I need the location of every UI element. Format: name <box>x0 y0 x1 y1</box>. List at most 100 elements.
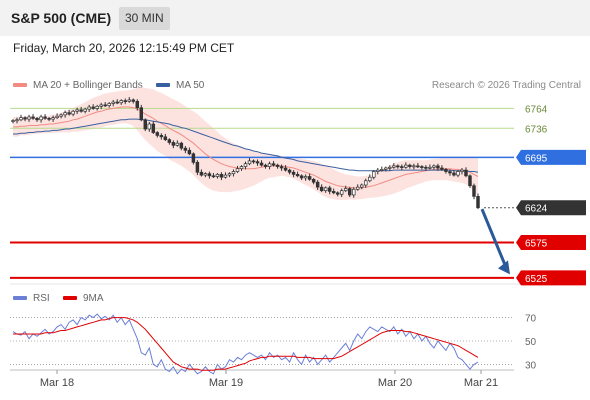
candle <box>19 114 23 122</box>
candle-body <box>103 104 107 107</box>
candle-body <box>287 169 292 173</box>
candle-body <box>227 173 232 176</box>
rsi-tick-50: 50 <box>525 337 537 348</box>
candle <box>331 188 336 195</box>
legend-ma50: MA 50 <box>156 80 204 91</box>
candle-body <box>331 191 336 194</box>
candle <box>75 107 79 115</box>
level-label-6736: 6736 <box>525 124 548 135</box>
candle <box>351 187 356 198</box>
x-tick-label: Mar 19 <box>209 377 243 389</box>
candle <box>372 170 376 180</box>
candle-body <box>11 120 15 122</box>
candle-body <box>147 123 152 130</box>
candle-body <box>343 188 348 192</box>
rsi-label: RSI <box>33 293 50 304</box>
candle-body <box>215 174 220 177</box>
candle <box>472 183 476 200</box>
candle-body <box>291 171 296 175</box>
candle-body <box>259 162 264 166</box>
candle <box>271 160 276 167</box>
rsi-swatch <box>13 296 27 301</box>
candle <box>123 98 127 105</box>
candle <box>135 99 140 111</box>
candle <box>412 163 416 170</box>
candle-body <box>408 164 412 167</box>
price-tag-box <box>516 149 586 165</box>
candle-body <box>199 171 204 176</box>
forecast-arrow-layer <box>480 208 510 275</box>
candle-body <box>476 196 480 209</box>
candle <box>43 114 47 120</box>
rsi-layer: 70 50 30 <box>10 313 537 375</box>
candle-body <box>239 166 244 170</box>
ma9-label: 9MA <box>83 293 104 304</box>
candle-body <box>79 109 83 112</box>
candle-body <box>271 163 276 166</box>
candle <box>183 146 188 154</box>
candle <box>295 171 300 178</box>
candle <box>203 172 208 178</box>
candle-body <box>247 160 252 165</box>
candle-body <box>279 166 284 169</box>
candle <box>187 147 192 156</box>
candle <box>259 160 264 167</box>
candle <box>179 141 184 151</box>
candle-body <box>135 100 140 109</box>
candle-body <box>267 163 272 167</box>
candle-body <box>303 176 308 179</box>
candle-body <box>436 165 440 169</box>
candle <box>255 159 260 166</box>
candle-body <box>283 167 288 171</box>
candle <box>243 161 248 170</box>
candle <box>384 166 388 172</box>
candle <box>251 159 256 164</box>
candle-body <box>360 184 364 188</box>
price-tag-text: 6525 <box>525 274 548 285</box>
timeframe-button[interactable]: 30 MIN <box>119 7 170 30</box>
candle-body <box>448 171 452 174</box>
candle-body <box>384 167 388 170</box>
candle-body <box>223 174 228 178</box>
candle-body <box>191 153 196 163</box>
candle-body <box>364 180 368 186</box>
candle <box>115 99 119 105</box>
price-tag-box <box>516 270 586 286</box>
level-label-6764: 6764 <box>525 104 548 115</box>
candle <box>311 177 316 185</box>
candle <box>159 133 164 140</box>
candle-body <box>275 164 280 167</box>
candle-body <box>35 118 39 121</box>
candle-body <box>207 173 212 177</box>
candle-body <box>416 165 420 168</box>
candle-body <box>163 136 168 140</box>
candle <box>23 116 27 122</box>
candle-body <box>23 117 27 120</box>
bollinger-band-layer <box>13 87 478 200</box>
candle-body <box>464 169 468 177</box>
candle <box>360 183 364 190</box>
candle-body <box>167 139 172 143</box>
candle <box>468 174 472 188</box>
header-bar: S&P 500 (CME) 30 MIN <box>0 0 590 36</box>
candle <box>347 187 352 198</box>
bollinger-band <box>13 87 478 200</box>
candle <box>323 186 328 193</box>
candle-body <box>155 132 160 136</box>
candle-body <box>175 142 180 146</box>
candle <box>39 114 43 123</box>
candle <box>456 170 460 178</box>
instrument-title: S&P 500 (CME) <box>11 10 112 26</box>
candle <box>231 169 236 177</box>
price-tag-text: 6575 <box>525 238 548 249</box>
price-tag-box <box>516 200 586 216</box>
candle-body <box>255 161 260 164</box>
price-tag-6575: 6575 <box>516 234 586 250</box>
candle <box>247 158 252 166</box>
candle <box>299 174 304 181</box>
candle <box>263 163 268 169</box>
candle <box>27 114 31 122</box>
candle-body <box>327 187 332 192</box>
